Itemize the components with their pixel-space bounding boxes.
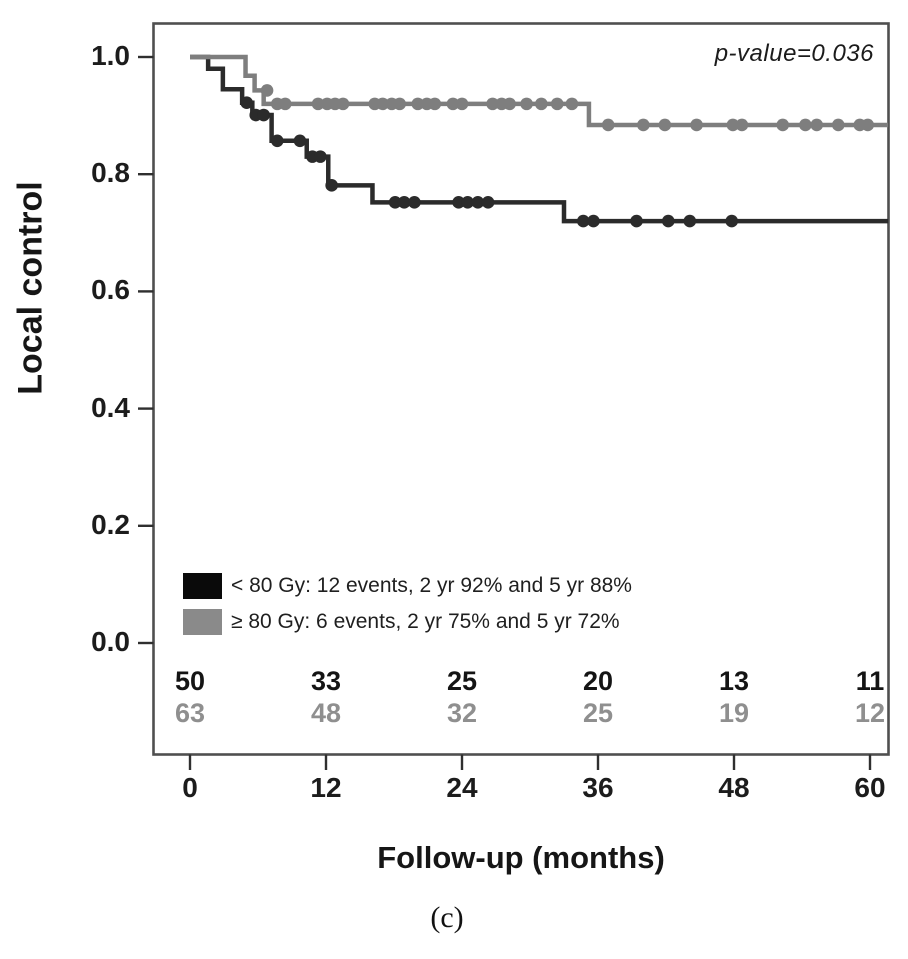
at-risk-count: 50 bbox=[174, 666, 206, 696]
at-risk-count: 12 bbox=[854, 698, 886, 728]
censor-mark bbox=[630, 214, 643, 228]
y-axis-ticks bbox=[138, 55, 154, 645]
at-risk-count: 63 bbox=[174, 698, 206, 728]
censor-mark bbox=[260, 84, 274, 97]
censor-mark bbox=[311, 97, 325, 111]
censor-mark bbox=[601, 118, 615, 132]
at-risk-count: 25 bbox=[582, 698, 614, 728]
censor-mark bbox=[336, 97, 350, 111]
censor-mark bbox=[325, 179, 338, 192]
censor-mark bbox=[376, 97, 389, 111]
censor-mark bbox=[270, 134, 284, 148]
censor-mark bbox=[861, 118, 875, 132]
y-tick-label: 0.4 bbox=[91, 391, 130, 423]
censor-mark bbox=[683, 214, 697, 228]
x-tick-label: 24 bbox=[446, 772, 478, 803]
censor-mark bbox=[461, 196, 474, 209]
x-tick-label: 12 bbox=[310, 772, 342, 803]
censor-mark bbox=[690, 118, 703, 132]
censor-mark bbox=[393, 97, 406, 111]
legend-label-ge80: ≥ 80 Gy: 6 events, 2 yr 75% and 5 yr 72% bbox=[231, 609, 620, 633]
censor-mark bbox=[455, 97, 469, 111]
p-value-annotation: p-value=0.036 bbox=[714, 40, 874, 67]
y-tick-label: 0.6 bbox=[91, 274, 130, 306]
censor-mark bbox=[411, 97, 425, 111]
plot-frame bbox=[152, 22, 890, 756]
censor-marks-ge80 bbox=[260, 84, 875, 132]
censor-mark bbox=[408, 196, 421, 209]
at-risk-count: 32 bbox=[446, 698, 478, 728]
censor-mark bbox=[776, 118, 790, 132]
legend-label-lt80: < 80 Gy: 12 events, 2 yr 92% and 5 yr 88… bbox=[231, 574, 632, 597]
censor-mark bbox=[446, 97, 460, 111]
censor-mark bbox=[726, 118, 740, 132]
censor-mark bbox=[257, 108, 270, 122]
x-tick-label: 48 bbox=[718, 772, 750, 803]
censor-mark bbox=[428, 97, 442, 111]
at-risk-count: 13 bbox=[718, 666, 750, 696]
censor-mark bbox=[799, 118, 812, 132]
y-tick-label: 0.8 bbox=[91, 157, 130, 189]
censor-mark bbox=[486, 97, 499, 111]
at-risk-count: 25 bbox=[446, 666, 478, 696]
censor-mark bbox=[397, 196, 411, 209]
legend-item-lt80: < 80 Gy: 12 events, 2 yr 92% and 5 yr 88… bbox=[183, 573, 632, 599]
x-tick-label: 0 bbox=[182, 772, 198, 803]
figure-caption: (c) bbox=[430, 901, 464, 934]
km-step-curve-lt80 bbox=[190, 54, 889, 224]
at-risk-count: 19 bbox=[718, 698, 750, 728]
at-risk-count: 48 bbox=[310, 698, 342, 728]
censor-mark bbox=[658, 118, 672, 132]
censor-mark bbox=[637, 118, 650, 132]
censor-mark bbox=[293, 134, 307, 148]
y-tick-label: 1.0 bbox=[91, 40, 130, 71]
censor-mark bbox=[278, 97, 292, 111]
x-axis-ticks bbox=[188, 754, 872, 770]
censor-mark bbox=[452, 196, 465, 209]
censor-mark bbox=[388, 196, 402, 209]
legend-swatch-black bbox=[183, 573, 222, 599]
censor-mark bbox=[831, 118, 845, 132]
at-risk-count: 20 bbox=[582, 666, 614, 696]
y-tick-label: 0.2 bbox=[91, 508, 130, 540]
censor-mark bbox=[314, 150, 327, 163]
censor-mark bbox=[810, 118, 824, 132]
censor-mark bbox=[587, 214, 600, 228]
censor-mark bbox=[565, 97, 579, 111]
x-tick-label: 36 bbox=[582, 772, 614, 803]
censor-mark bbox=[735, 118, 749, 132]
km-step-curve-ge80 bbox=[190, 54, 889, 128]
censor-mark bbox=[550, 97, 564, 111]
legend-item-ge80: ≥ 80 Gy: 6 events, 2 yr 75% and 5 yr 72% bbox=[183, 608, 620, 635]
censor-mark bbox=[576, 214, 590, 228]
censor-marks-lt80 bbox=[240, 96, 739, 228]
censor-mark bbox=[240, 96, 253, 110]
at-risk-count: 33 bbox=[310, 666, 342, 696]
x-axis-title: Follow-up (months) bbox=[377, 840, 665, 875]
censor-mark bbox=[520, 97, 533, 111]
censor-mark bbox=[725, 214, 739, 228]
censor-mark bbox=[535, 97, 548, 111]
legend-swatch-gray bbox=[183, 608, 222, 635]
censor-mark bbox=[471, 196, 485, 209]
x-tick-label: 60 bbox=[854, 772, 886, 803]
censor-mark bbox=[503, 97, 516, 111]
censor-mark bbox=[661, 214, 675, 228]
censor-mark bbox=[481, 196, 495, 209]
y-tick-label: 0.0 bbox=[91, 626, 130, 657]
at-risk-count: 11 bbox=[855, 666, 885, 696]
